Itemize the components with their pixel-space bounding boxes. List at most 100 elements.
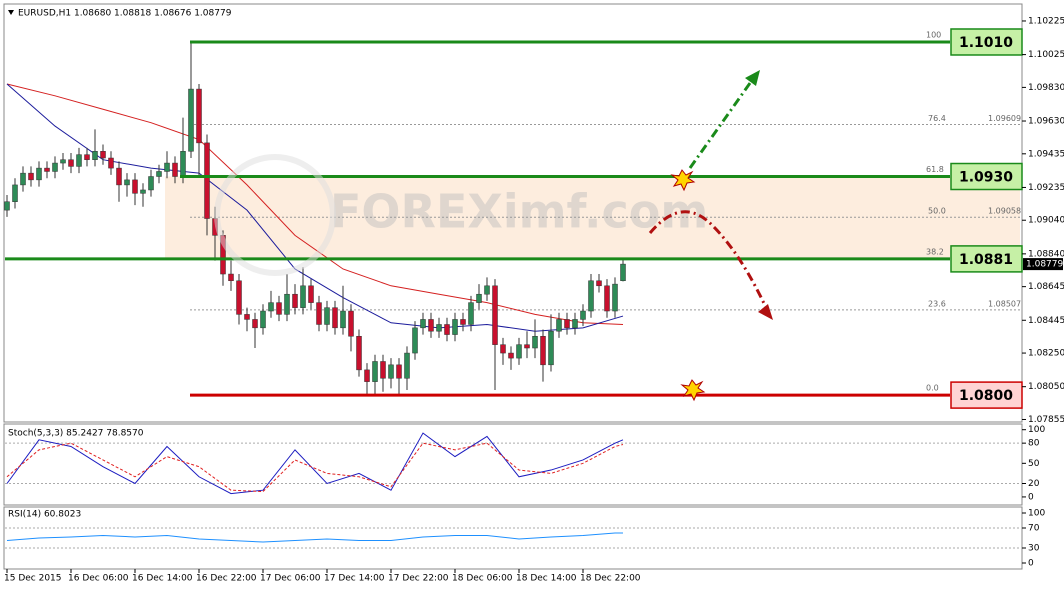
price-tag-label: 1.08779 (1026, 260, 1063, 270)
menu-triangle (8, 10, 14, 15)
y-tick-label: 80 (1028, 439, 1040, 449)
y-tick-label: 1.09235 (1028, 183, 1064, 193)
candle-body (612, 283, 618, 312)
candle-body (604, 285, 610, 312)
candle-body (484, 285, 490, 295)
candle-body (492, 285, 498, 345)
up-arrowhead (745, 70, 760, 86)
candle-body (308, 285, 314, 303)
fib-level: 100 (926, 30, 941, 39)
candle-body (108, 157, 114, 169)
fib-price: 1.09058 (988, 207, 1021, 216)
level-box (950, 28, 1023, 56)
x-tick-label: 18 Dec 06:00 (452, 574, 513, 584)
candle-body (348, 310, 354, 337)
candle-body (188, 88, 194, 152)
candle-body (132, 179, 138, 194)
price-tag (1023, 258, 1063, 271)
candle-body (340, 310, 346, 329)
candle-body (396, 364, 402, 379)
candle-body (28, 172, 34, 181)
y-tick-label: 1.08445 (1028, 316, 1064, 326)
y-tick-label: 100 (1028, 425, 1045, 435)
candle-body (300, 285, 306, 308)
candle-body (548, 330, 554, 366)
candle-body (124, 179, 130, 186)
candle-body (260, 310, 266, 329)
fib-price: 1.08507 (988, 299, 1021, 308)
candle-body (20, 172, 26, 186)
candle-body (36, 167, 42, 181)
candle-body (436, 324, 442, 332)
fib-level: 50.0 (928, 207, 946, 216)
x-tick-label: 16 Dec 22:00 (196, 574, 257, 584)
y-tick-label: 70 (1028, 524, 1040, 534)
candle-body (140, 189, 146, 194)
candle-body (452, 319, 458, 335)
candle-body (268, 302, 274, 312)
stoch-pane (3, 423, 1023, 506)
level-label: 1.1010 (959, 35, 1013, 51)
candle-body (372, 361, 378, 382)
candle-body (204, 142, 210, 219)
candle-body (404, 352, 410, 379)
level-box (950, 381, 1023, 409)
candle-body (60, 159, 66, 164)
candle-body (164, 162, 170, 172)
candle-body (620, 263, 626, 282)
y-tick-label: 1.09630 (1028, 117, 1064, 127)
candle-body (228, 273, 234, 282)
candle-body (500, 344, 506, 354)
annotations (214, 70, 773, 402)
y-tick-label: 1.08645 (1028, 282, 1064, 292)
level-box (950, 245, 1023, 273)
candle-body (564, 319, 570, 329)
x-tick-label: 17 Dec 06:00 (260, 574, 321, 584)
candle-body (252, 319, 258, 329)
candle-body (84, 154, 90, 160)
candle-body (332, 307, 338, 329)
y-tick-label: 1.09435 (1028, 149, 1064, 159)
candle-body (76, 154, 82, 167)
candle-body (316, 302, 322, 325)
burst (670, 169, 696, 192)
candle-body (276, 302, 282, 315)
fib-level: 38.2 (926, 247, 944, 256)
x-tick-label: 16 Dec 06:00 (68, 574, 129, 584)
y-tick-label: 100 (1028, 509, 1045, 519)
symbol-header: EURUSD,H1 1.08680 1.08818 1.08676 1.0877… (18, 9, 232, 19)
panes (3, 3, 1023, 570)
y-tick-label: 0 (1028, 559, 1034, 569)
rsi-title: RSI(14) 60.8023 (8, 510, 81, 520)
candle-body (412, 327, 418, 354)
y-tick-label: 1.08050 (1028, 382, 1064, 392)
candle-body (156, 171, 162, 177)
candle-body (508, 352, 514, 359)
y-tick-label: 1.08840 (1028, 249, 1064, 259)
candle-body (580, 310, 586, 320)
y-tick-label: 1.07855 (1028, 415, 1064, 425)
x-tick-label: 17 Dec 22:00 (388, 574, 449, 584)
fib-level: 76.4 (928, 114, 946, 123)
candle-body (476, 293, 482, 303)
y-tick-label: 30 (1028, 544, 1040, 554)
candle-body (116, 167, 122, 186)
y-tick-label: 1.10025 (1028, 50, 1064, 60)
level-label: 1.0800 (959, 388, 1013, 404)
candle-body (4, 201, 10, 211)
candle-body (196, 88, 202, 144)
y-tick-label: 1.10225 (1028, 16, 1064, 26)
indicator-line (6, 432, 624, 495)
x-tick-label: 18 Dec 22:00 (580, 574, 641, 584)
candle-body (44, 167, 50, 172)
candle-body (12, 184, 18, 202)
candle-body (236, 280, 242, 315)
candle-body (244, 314, 250, 320)
level-label: 1.0881 (959, 252, 1013, 268)
y-tick-label: 1.09830 (1028, 83, 1064, 93)
candle-body (148, 176, 154, 191)
fib-price: 1.09609 (988, 114, 1021, 123)
candle-body (100, 151, 106, 159)
candle-body (468, 302, 474, 325)
